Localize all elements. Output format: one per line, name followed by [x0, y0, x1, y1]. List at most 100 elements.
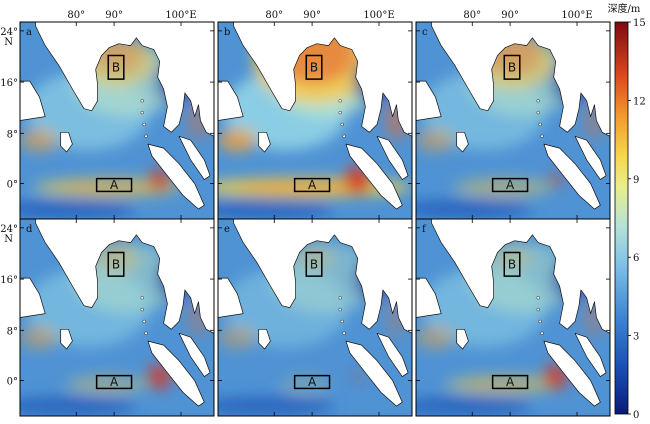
- region-box-b-label: B: [508, 257, 516, 271]
- land-masses: [416, 22, 610, 210]
- region-box-b: [503, 54, 521, 80]
- island: [536, 99, 540, 103]
- colorbar: 深度/m 0 3 6 9 12 15: [608, 2, 646, 421]
- island: [140, 307, 144, 312]
- island: [144, 134, 148, 138]
- mainland-land: [431, 22, 610, 137]
- region-box-a: [293, 177, 331, 193]
- x-tick-label: 100°E: [165, 10, 196, 21]
- y-tick-label: 8°: [7, 129, 18, 140]
- region-box-b-label: B: [310, 60, 318, 74]
- x-tick-label: 80°: [265, 10, 283, 21]
- region-box-a-label: A: [308, 178, 317, 192]
- depth-blob: [20, 128, 59, 153]
- panel-frame: [19, 218, 215, 417]
- island: [140, 296, 144, 300]
- depth-blob: [218, 325, 257, 350]
- mainland-land: [233, 22, 412, 137]
- y-tick-label: 16°: [0, 78, 18, 89]
- island: [536, 296, 540, 300]
- region-box-a-label: A: [506, 178, 515, 192]
- map-panel-b: B Ab 80° 90° 100°E: [217, 10, 413, 220]
- panel-letter: a: [26, 27, 32, 38]
- land-masses: [20, 219, 214, 407]
- panel-letter: e: [224, 224, 230, 235]
- island: [538, 319, 542, 324]
- malay-peninsula-land: [574, 332, 607, 377]
- india-west-land: [20, 80, 46, 121]
- sri-lanka-land: [456, 328, 469, 350]
- colorbar-tick-label: 15: [633, 18, 646, 29]
- land-masses: [20, 22, 214, 210]
- island: [140, 110, 144, 115]
- island: [538, 122, 542, 127]
- region-box-a: [95, 374, 133, 390]
- map-panel-f: B Af: [415, 218, 611, 417]
- region-box-b: [107, 54, 125, 80]
- region-box-b: [305, 54, 323, 80]
- colorbar-bar: [614, 21, 629, 415]
- island: [340, 122, 344, 127]
- depth-blob: [234, 180, 376, 195]
- colorbar-tick-label: 9: [633, 175, 639, 186]
- y-tick-label: 0°: [7, 377, 18, 388]
- india-west-land: [218, 80, 244, 121]
- depth-blob: [218, 396, 335, 416]
- malay-peninsula-land: [574, 135, 607, 180]
- x-tick-label: 100°E: [561, 10, 592, 21]
- region-box-b: [503, 251, 521, 277]
- india-west-land: [20, 277, 46, 318]
- depth-blob: [470, 180, 536, 195]
- island: [142, 319, 146, 324]
- sri-lanka-land: [456, 131, 469, 153]
- region-box-a-label: A: [506, 375, 515, 389]
- sumatra-land: [147, 143, 205, 210]
- mainland-land: [233, 219, 412, 334]
- colorbar-title: 深度/m: [608, 2, 641, 15]
- depth-blob: [20, 325, 59, 350]
- y-tick-label: 0°: [7, 180, 18, 191]
- region-box-a-label: A: [308, 375, 317, 389]
- depth-blob: [80, 377, 135, 392]
- depth-blobs: [416, 242, 607, 416]
- mainland-land: [35, 219, 214, 334]
- india-west-land: [416, 277, 442, 318]
- sumatra-land: [543, 340, 601, 407]
- depth-blob: [416, 325, 455, 350]
- depth-blobs: [218, 242, 409, 416]
- sri-lanka-land: [258, 328, 271, 350]
- malay-peninsula-land: [178, 135, 211, 180]
- sri-lanka-land: [60, 328, 73, 350]
- colorbar-tick-label: 12: [633, 96, 646, 107]
- malay-peninsula-land: [178, 332, 211, 377]
- region-box-b: [305, 251, 323, 277]
- depth-blob: [20, 396, 137, 416]
- sumatra-land: [147, 340, 205, 407]
- depth-blob: [416, 128, 455, 153]
- island: [142, 122, 146, 127]
- region-box-a-label: A: [110, 178, 119, 192]
- depth-blob: [58, 180, 157, 195]
- region-box-b-label: B: [112, 257, 120, 271]
- depth-blob: [280, 374, 330, 395]
- region-box-a: [491, 374, 529, 390]
- depth-blob: [20, 199, 137, 219]
- india-west-land: [416, 80, 442, 121]
- y-tick-label: 24°: [0, 27, 18, 38]
- island: [342, 134, 346, 138]
- x-tick-label: 90°: [501, 10, 519, 21]
- island: [340, 319, 344, 324]
- panel-letter: f: [422, 224, 427, 235]
- depth-blob: [416, 199, 533, 219]
- mainland-land: [35, 22, 214, 137]
- depth-blob: [218, 128, 257, 153]
- land-masses: [218, 22, 412, 210]
- y-tick-label: 24°: [0, 224, 18, 235]
- region-box-a-label: A: [110, 375, 119, 389]
- x-tick-label: 80°: [67, 10, 85, 21]
- island: [342, 331, 346, 335]
- depth-blob: [351, 370, 364, 383]
- panel-frame: [415, 218, 611, 417]
- island: [338, 110, 342, 115]
- sri-lanka-land: [60, 131, 73, 153]
